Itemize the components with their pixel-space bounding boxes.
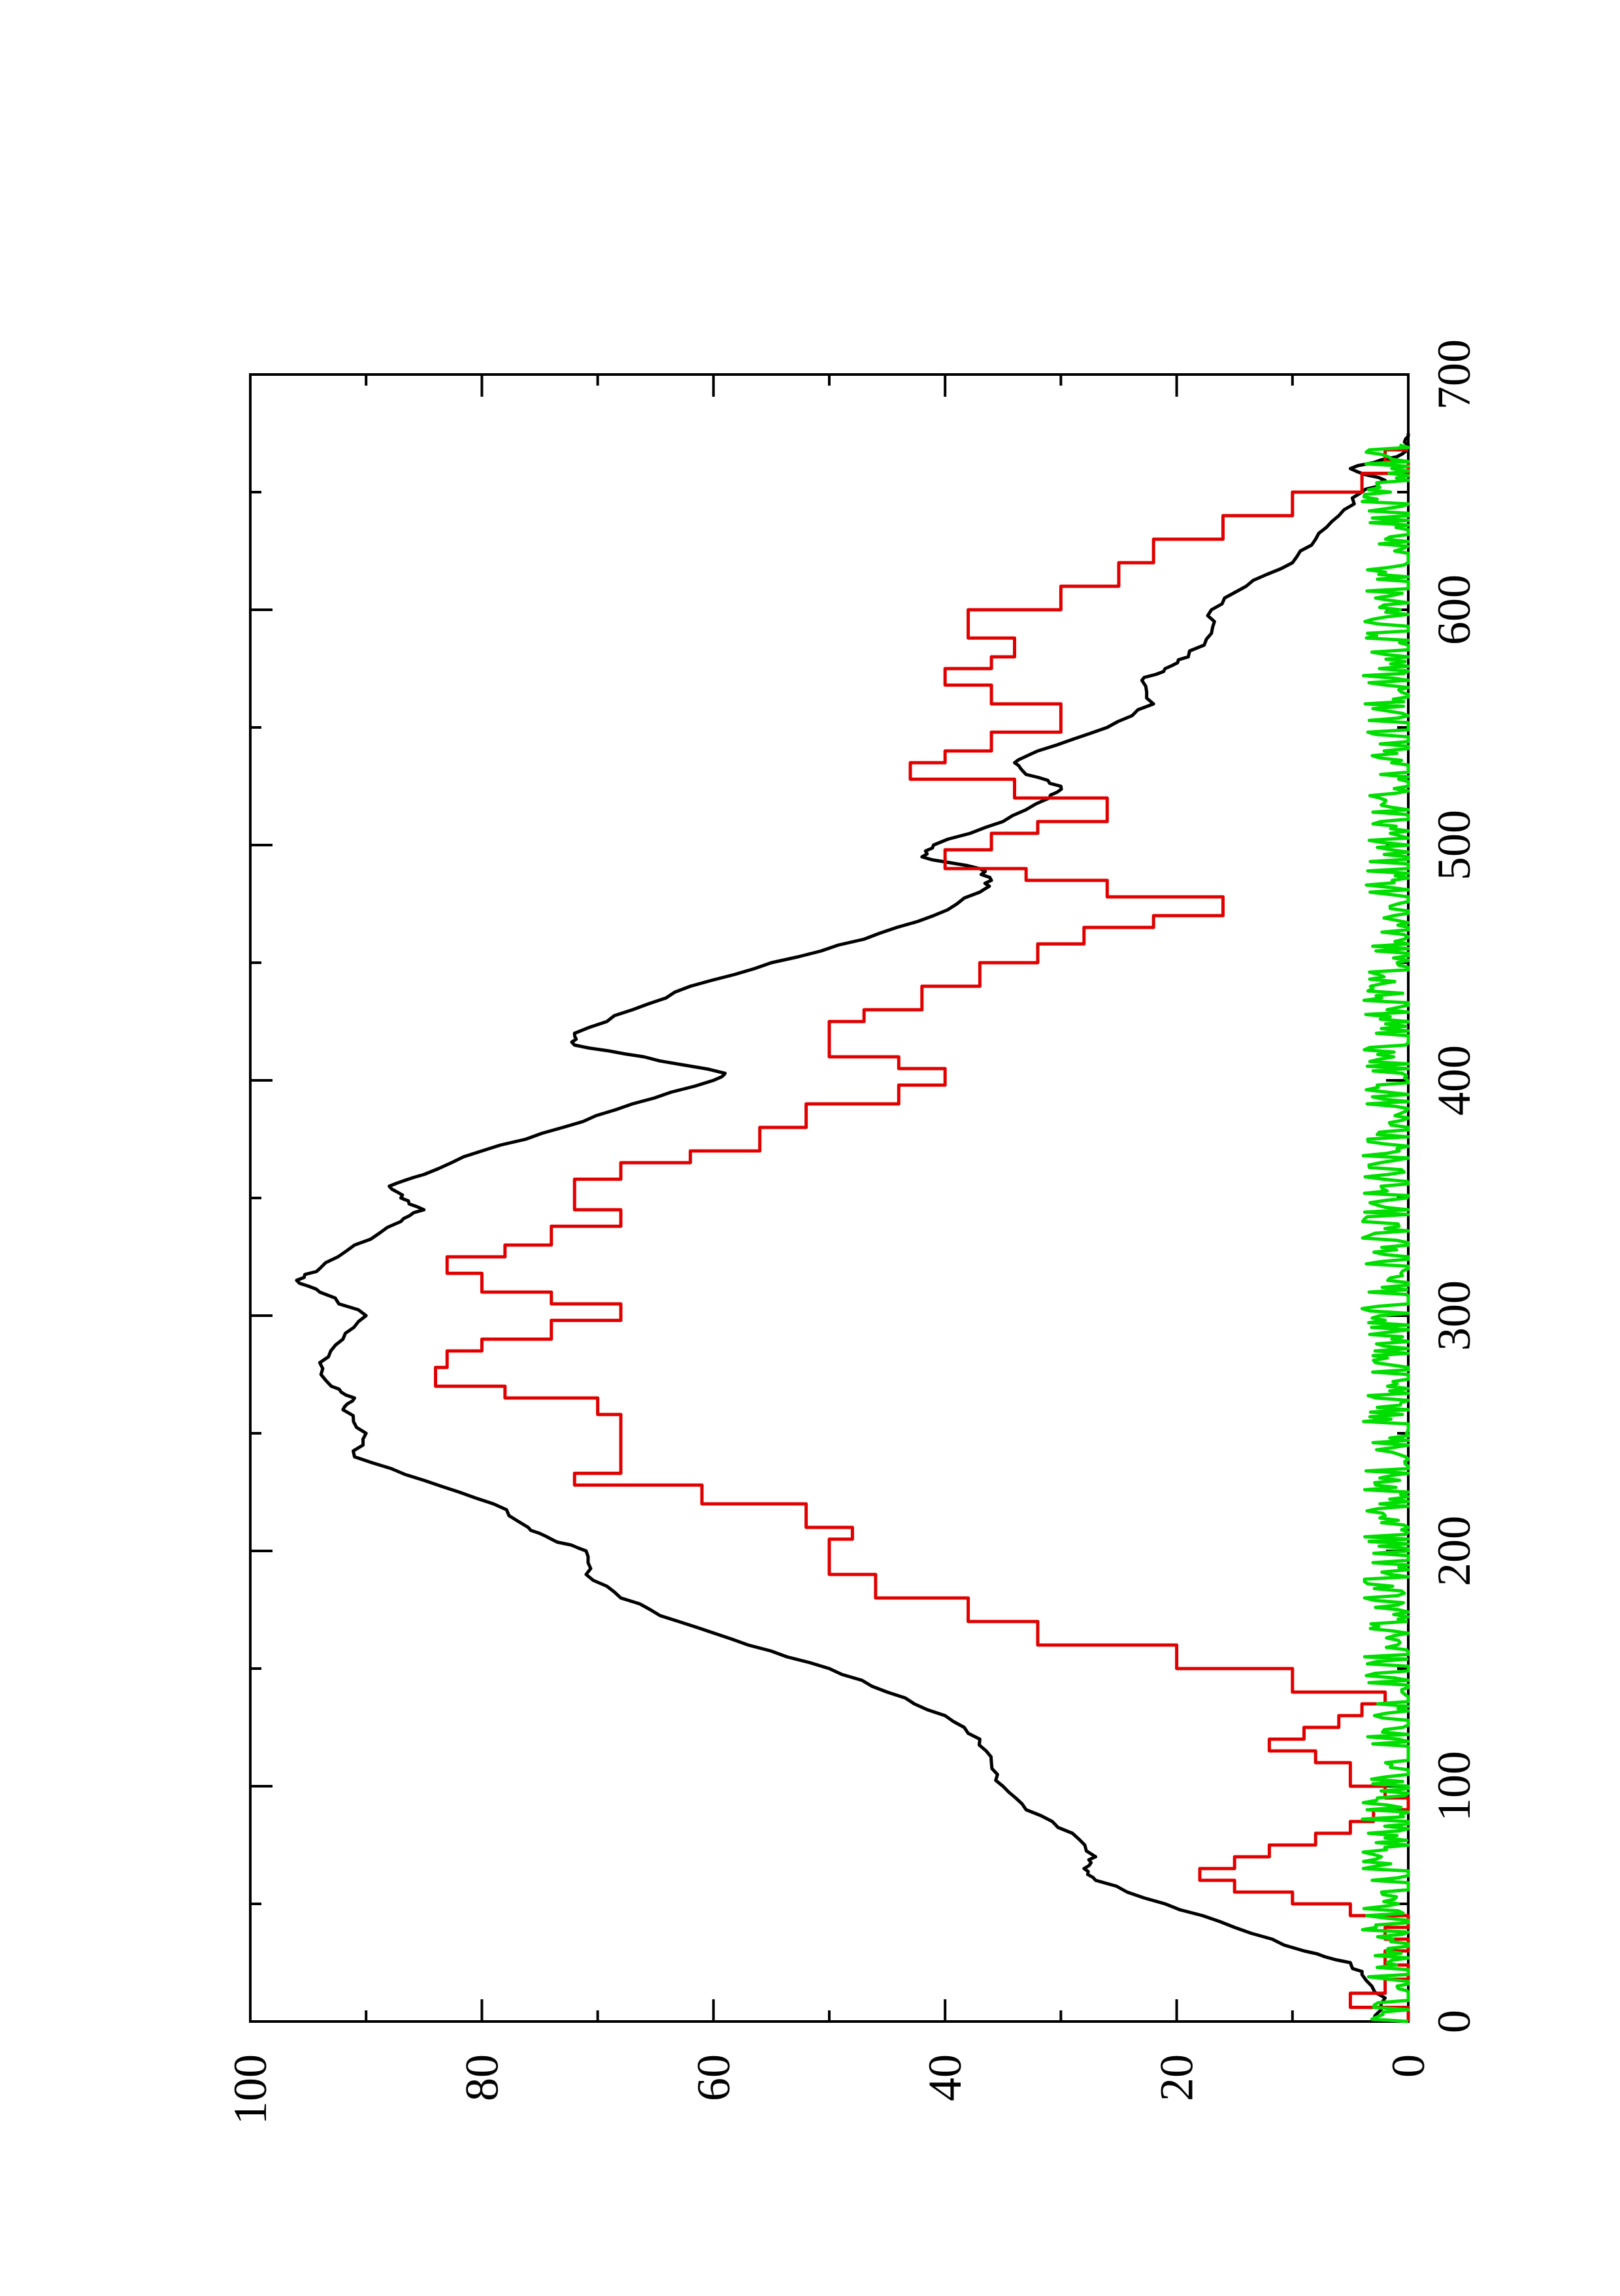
x-tick-label: 0 [1428, 2010, 1480, 2033]
y-tick-label: 60 [687, 2054, 740, 2101]
series-line-1 [295, 433, 1410, 2022]
y-tick-label: 0 [1382, 2054, 1434, 2078]
chart-axes [249, 373, 1410, 2023]
series-line-3 [1360, 443, 1410, 2023]
x-tick-label: 200 [1428, 1516, 1480, 1586]
series-line-2 [434, 448, 1410, 2021]
x-tick-label: 100 [1428, 1751, 1480, 1822]
plot-frame [249, 373, 1410, 2023]
y-tick-label: 20 [1151, 2054, 1203, 2101]
y-tick-label: 40 [919, 2054, 971, 2101]
x-tick-label: 400 [1428, 1045, 1480, 1116]
x-tick-label: 700 [1428, 339, 1480, 410]
y-tick-label: 80 [455, 2054, 508, 2101]
x-tick-label: 300 [1428, 1280, 1480, 1351]
x-tick-label: 600 [1428, 574, 1480, 645]
x-tick-label: 500 [1428, 810, 1480, 880]
chart-series [295, 433, 1410, 2023]
y-tick-label: 100 [224, 2054, 276, 2125]
chart-tick-labels: 0 100 200 300 400 500 600 700 0 20 40 60 80 100 [224, 339, 1480, 2125]
